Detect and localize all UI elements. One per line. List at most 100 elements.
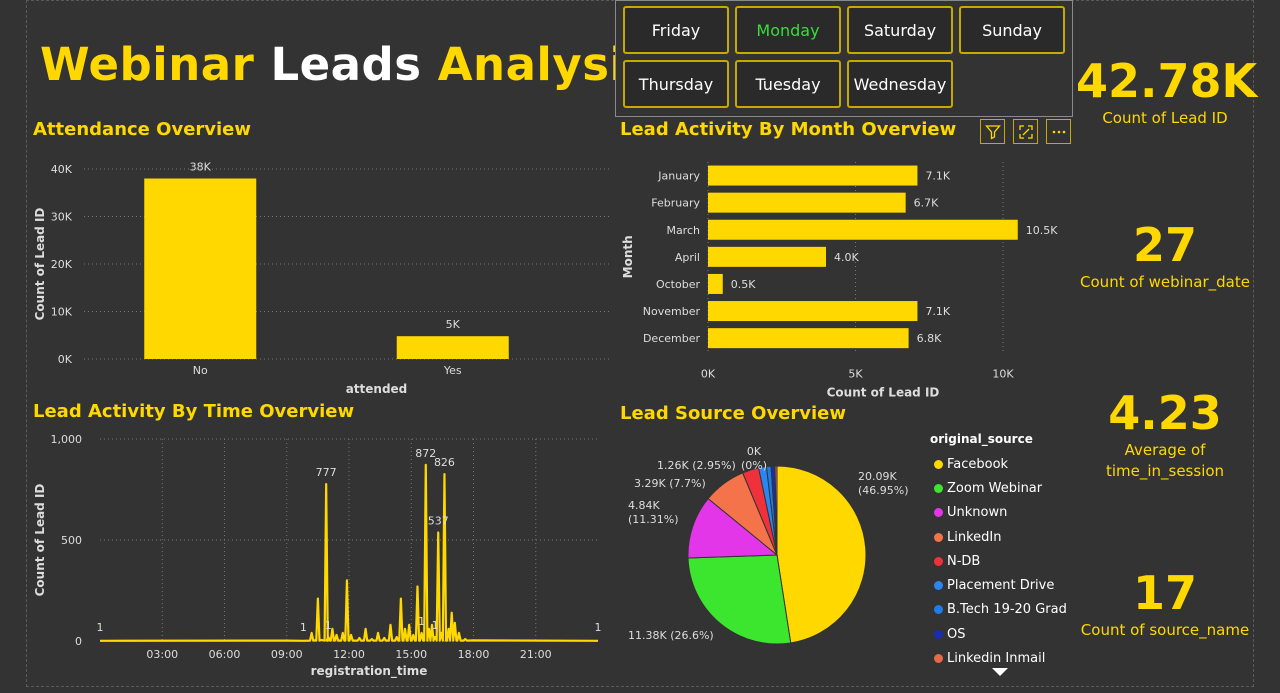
- kpi-value: 42.78K: [1076, 54, 1258, 108]
- bar-no[interactable]: [144, 178, 257, 360]
- kpi-webinar-date-count: 27 Count of webinar_date: [1076, 222, 1254, 293]
- data-label-line: 3.29K (7.7%): [634, 477, 706, 490]
- legend-label: Facebook: [947, 456, 1009, 472]
- x-axis-title: registration_time: [311, 664, 428, 679]
- data-label: 7.1K: [925, 305, 950, 318]
- legend-item-n-db[interactable]: N-DB: [930, 549, 1067, 573]
- bar-yes[interactable]: [396, 336, 509, 359]
- attendance-bar-chart[interactable]: 0K 10K 20K 30K 40K 38K No 5K Yes attended Count of…: [26, 150, 616, 400]
- legend-label: OS: [947, 626, 966, 642]
- bar-january[interactable]: [708, 165, 918, 186]
- data-label: 1: [595, 621, 602, 634]
- legend-item-unknown[interactable]: Unknown: [930, 501, 1067, 525]
- legend-label: Placement Drive: [947, 578, 1055, 594]
- data-label: 1: [418, 615, 425, 628]
- x-axis-title: attended: [346, 382, 408, 396]
- source-pie-chart[interactable]: 20.09K (46.95%) 11.38K (26.6%) 4.84K (11.31%…: [616, 425, 926, 685]
- data-label: 4.84K (11.31%): [628, 499, 679, 526]
- slicer-day-tuesday[interactable]: Tuesday: [735, 60, 841, 108]
- kpi-label: Count of webinar_date: [1080, 273, 1250, 291]
- bar-december[interactable]: [708, 328, 909, 349]
- time-line-chart[interactable]: 0 500 1,000 03:00 06:00 09:00 12:00 15:00 18:00 2…: [26, 425, 616, 685]
- x-tick-label: 09:00: [271, 648, 303, 661]
- y-tick-label: 20K: [51, 258, 73, 271]
- x-tick-label: No: [193, 364, 208, 377]
- bar-april[interactable]: [708, 246, 826, 267]
- data-label-line: 0K: [747, 445, 762, 458]
- y-tick-label: January: [657, 170, 700, 183]
- data-label-line: (11.31%): [628, 513, 679, 526]
- bar-february[interactable]: [708, 192, 906, 213]
- kpi-avg-time-in-session: 4.23 Average of time_in_session: [1076, 390, 1254, 482]
- y-axis-title: Count of Lead ID: [33, 484, 47, 597]
- y-tick-label: 500: [61, 534, 82, 547]
- data-label: 1: [300, 621, 307, 634]
- legend-item-placement-drive[interactable]: Placement Drive: [930, 573, 1067, 597]
- slicer-day-saturday[interactable]: Saturday: [847, 6, 953, 54]
- y-tick-label: November: [643, 305, 701, 318]
- slicer-day-wednesday[interactable]: Wednesday: [847, 60, 953, 108]
- data-label: 872: [415, 447, 436, 460]
- filter-icon[interactable]: [980, 119, 1005, 144]
- data-label: 4.0K: [834, 251, 859, 264]
- y-tick-label: 1,000: [51, 433, 83, 446]
- slice-linkedin-inmail[interactable]: [774, 465, 778, 556]
- data-label: 537: [428, 515, 449, 528]
- kpi-value: 27: [1132, 218, 1197, 272]
- data-label-line: 11.38K (26.6%): [628, 629, 714, 642]
- x-tick-label: 10K: [992, 368, 1014, 381]
- x-tick-label: Yes: [443, 364, 462, 377]
- slice-facebook[interactable]: [776, 465, 867, 644]
- legend-item-linkedin-inmail[interactable]: Linkedin Inmail: [930, 646, 1067, 670]
- legend-label: N-DB: [947, 553, 981, 569]
- slicer-day-thursday[interactable]: Thursday: [623, 60, 729, 108]
- slicer-day-monday[interactable]: Monday: [735, 6, 841, 54]
- legend-item-os[interactable]: OS: [930, 622, 1067, 646]
- y-tick-label: December: [643, 332, 701, 345]
- x-tick-label: 5K: [848, 368, 863, 381]
- month-bar-chart[interactable]: 0K 5K 10K January 7.1K February 6.7K March 10.5K…: [616, 150, 1076, 400]
- data-label: 1: [325, 619, 332, 632]
- data-label: 777: [316, 466, 337, 479]
- kpi-label: Count of source_name: [1080, 621, 1250, 639]
- slicer-day-friday[interactable]: Friday: [623, 6, 729, 54]
- data-label-line: (46.95%): [858, 484, 909, 497]
- legend-swatch: [934, 532, 943, 542]
- kpi-source-name-count: 17 Count of source_name: [1076, 570, 1254, 641]
- slice-zoom-webinar[interactable]: [687, 554, 792, 645]
- y-tick-label: 0K: [58, 353, 73, 366]
- title-word-2: Leads: [270, 38, 422, 91]
- slicer-day-sunday[interactable]: Sunday: [959, 6, 1065, 54]
- legend-item-zoom-webinar[interactable]: Zoom Webinar: [930, 476, 1067, 500]
- source-chart-title: Lead Source Overview: [620, 403, 847, 424]
- data-label: 11.38K (26.6%): [628, 629, 714, 642]
- legend-title: original_source: [930, 432, 1033, 446]
- legend-label: B.Tech 19-20 Grad: [947, 602, 1067, 618]
- bar-october[interactable]: [708, 273, 723, 294]
- x-tick-label: 21:00: [520, 648, 552, 661]
- legend-item-facebook[interactable]: Facebook: [930, 452, 1067, 476]
- y-tick-label: 30K: [51, 211, 73, 224]
- more-options-icon[interactable]: [1046, 119, 1071, 144]
- slice-unknown[interactable]: [687, 497, 779, 559]
- data-label: 38K: [190, 161, 212, 174]
- data-label: 3.29K (7.7%): [634, 477, 706, 490]
- legend-swatch: [934, 581, 943, 591]
- y-axis-title: Count of Lead ID: [33, 208, 47, 321]
- data-label: 1: [97, 621, 104, 634]
- legend-scroll-down-icon[interactable]: [992, 668, 1008, 676]
- legend-label: Linkedin Inmail: [947, 651, 1046, 667]
- series-line[interactable]: [99, 463, 599, 642]
- bar-march[interactable]: [708, 219, 1018, 240]
- focus-mode-icon[interactable]: [1013, 119, 1038, 144]
- month-chart-title: Lead Activity By Month Overview: [620, 119, 957, 140]
- bar-november[interactable]: [708, 301, 918, 322]
- legend-swatch: [934, 483, 943, 493]
- kpi-value: 4.23: [1108, 386, 1222, 440]
- y-tick-label: April: [675, 251, 700, 264]
- kpi-lead-count: 42.78K Count of Lead ID: [1076, 54, 1258, 129]
- legend-item-b-tech-19-20-grad[interactable]: B.Tech 19-20 Grad: [930, 598, 1067, 622]
- data-label: 6.8K: [917, 332, 942, 345]
- x-tick-label: 12:00: [333, 648, 365, 661]
- legend-item-linkedin[interactable]: LinkedIn: [930, 525, 1067, 549]
